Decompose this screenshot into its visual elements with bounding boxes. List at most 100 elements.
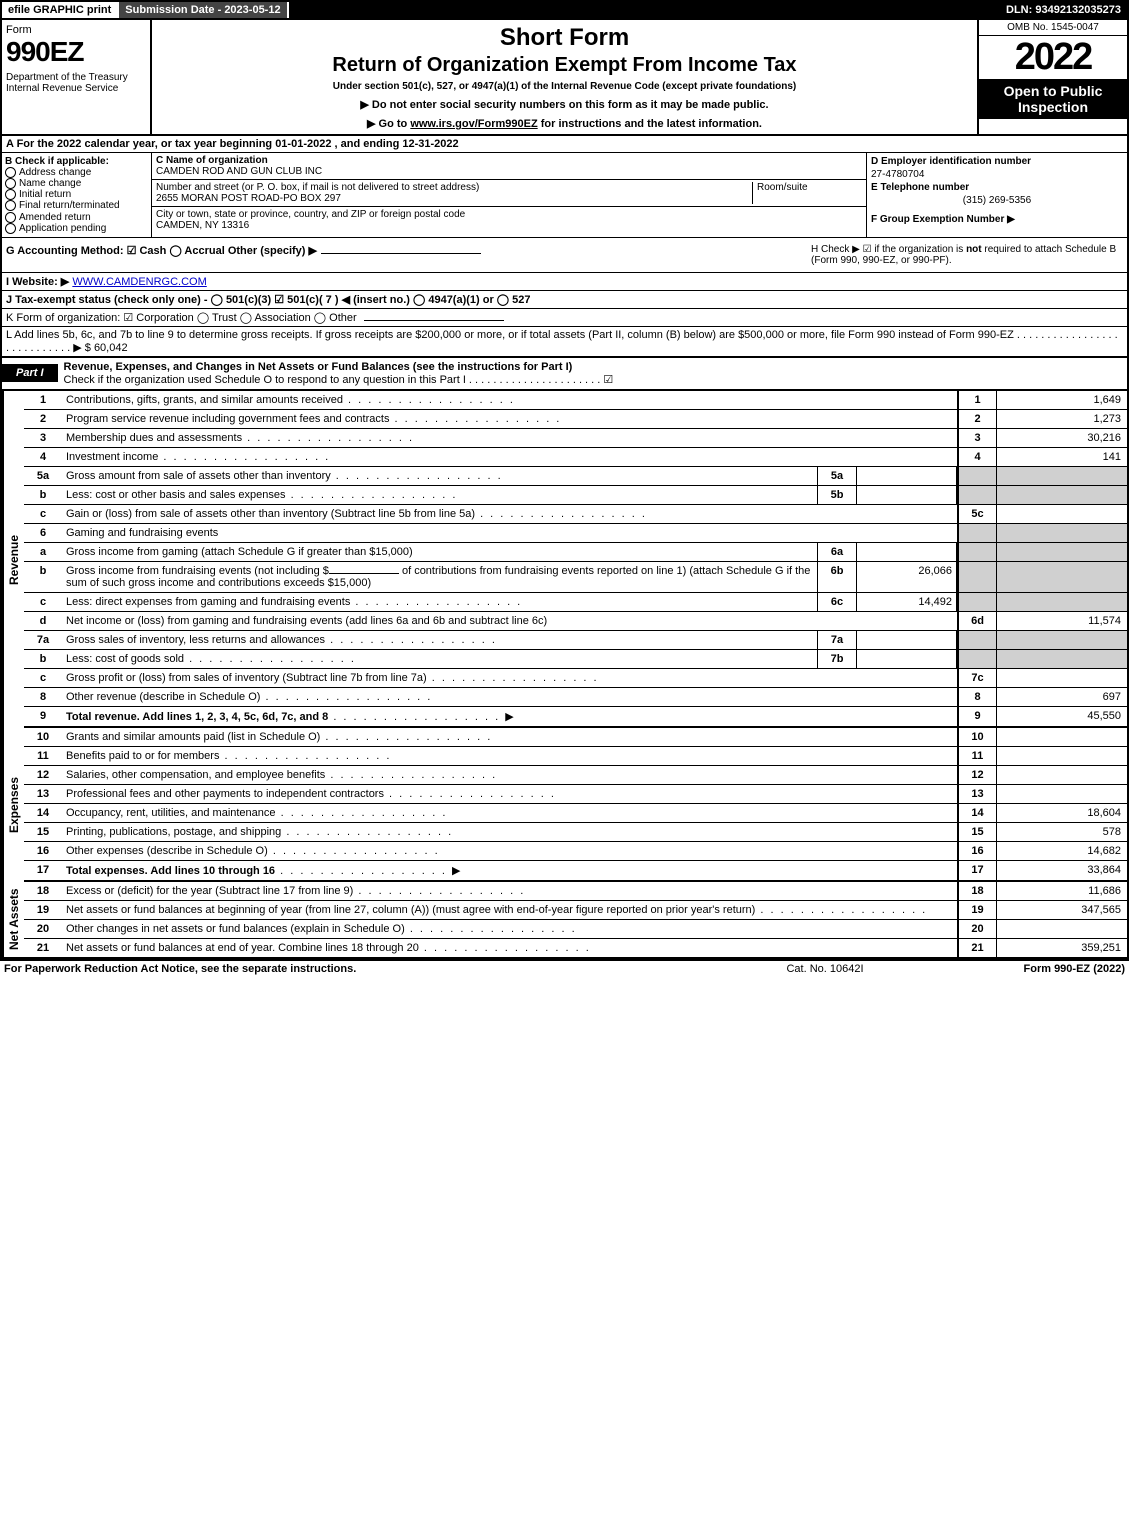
row-h: H Check ▶ ☑ if the organization is not r… <box>807 238 1127 272</box>
part-i-header: Part I Revenue, Expenses, and Changes in… <box>2 356 1127 391</box>
line-8: 8Other revenue (describe in Schedule O) … <box>24 688 1127 707</box>
room-label: Room/suite <box>752 182 862 204</box>
line-5a-sv <box>857 467 957 485</box>
omb-number: OMB No. 1545-0047 <box>979 20 1127 36</box>
footer-left: For Paperwork Reduction Act Notice, see … <box>4 963 725 975</box>
line-9: 9Total revenue. Add lines 1, 2, 3, 4, 5c… <box>24 707 1127 728</box>
line-6d-amt: 11,574 <box>997 612 1127 630</box>
ein-value: 27-4780704 <box>871 168 1123 181</box>
line-6c-shade <box>957 593 997 611</box>
submission-date: Submission Date - 2023-05-12 <box>119 2 288 18</box>
city-block: City or town, state or province, country… <box>152 207 866 233</box>
line-2: 2 Program service revenue including gover… <box>24 410 1127 429</box>
line-7b-sn: 7b <box>817 650 857 668</box>
line-6-desc: Gaming and fundraising events <box>62 524 957 542</box>
line-7a-sn: 7a <box>817 631 857 649</box>
line-19-amt: 347,565 <box>997 901 1127 919</box>
line-19: 19Net assets or fund balances at beginni… <box>24 901 1127 920</box>
efile-label[interactable]: efile GRAPHIC print <box>2 2 119 18</box>
line-7b-sv <box>857 650 957 668</box>
chk-final[interactable]: Final return/terminated <box>5 200 148 211</box>
line-17: 17Total expenses. Add lines 10 through 1… <box>24 861 1127 882</box>
line-7b-desc: Less: cost of goods sold <box>66 653 184 665</box>
line-18-amt: 11,686 <box>997 882 1127 900</box>
irs-link[interactable]: www.irs.gov/Form990EZ <box>410 118 537 130</box>
line-7a: 7aGross sales of inventory, less returns… <box>24 631 1127 650</box>
line-8-desc: Other revenue (describe in Schedule O) <box>66 691 260 703</box>
line-15: 15Printing, publications, postage, and s… <box>24 823 1127 842</box>
chk-pending[interactable]: Application pending <box>5 223 148 234</box>
line-2-no: 2 <box>957 410 997 428</box>
line-1-desc: Contributions, gifts, grants, and simila… <box>66 394 343 406</box>
line-7a-shade <box>957 631 997 649</box>
line-11: 11Benefits paid to or for members 11 <box>24 747 1127 766</box>
line-21-desc: Net assets or fund balances at end of ye… <box>66 942 419 954</box>
c-name-label: C Name of organization <box>156 155 862 166</box>
line-5c-amt <box>997 505 1127 523</box>
line-13-no: 13 <box>957 785 997 803</box>
chk-amended[interactable]: Amended return <box>5 212 148 223</box>
line-21: 21Net assets or fund balances at end of … <box>24 939 1127 957</box>
open-public: Open to Public Inspection <box>979 79 1127 119</box>
row-l-amt: 60,042 <box>94 342 128 354</box>
line-6d-desc: Net income or (loss) from gaming and fun… <box>62 612 957 630</box>
form-header: Form 990EZ Department of the Treasury In… <box>2 20 1127 136</box>
line-19-no: 19 <box>957 901 997 919</box>
line-5a-desc: Gross amount from sale of assets other t… <box>66 470 331 482</box>
row-l: L Add lines 5b, 6c, and 7b to line 9 to … <box>2 327 1127 356</box>
line-4-no: 4 <box>957 448 997 466</box>
line-10-amt <box>997 728 1127 746</box>
part-i-tab: Part I <box>2 364 58 382</box>
line-16-no: 16 <box>957 842 997 860</box>
other-org-line[interactable] <box>364 320 504 321</box>
line-5b-shade <box>957 486 997 504</box>
line-11-no: 11 <box>957 747 997 765</box>
footer-r-post: (2022) <box>1090 963 1125 975</box>
line-14-desc: Occupancy, rent, utilities, and maintena… <box>66 807 276 819</box>
line-6c: cLess: direct expenses from gaming and f… <box>24 593 1127 612</box>
line-7c: cGross profit or (loss) from sales of in… <box>24 669 1127 688</box>
line-6a-amt-shade <box>997 543 1127 561</box>
line-5b-desc: Less: cost or other basis and sales expe… <box>66 489 286 501</box>
form-title: Return of Organization Exempt From Incom… <box>160 54 969 77</box>
line-2-amt: 1,273 <box>997 410 1127 428</box>
line-5c-desc: Gain or (loss) from sale of assets other… <box>66 508 475 520</box>
other-specify-line[interactable] <box>321 253 481 254</box>
group-exemption: F Group Exemption Number ▶ <box>871 213 1123 226</box>
line-18-desc: Excess or (deficit) for the year (Subtra… <box>66 885 353 897</box>
line-5a: 5aGross amount from sale of assets other… <box>24 467 1127 486</box>
line-3-desc: Membership dues and assessments <box>66 432 242 444</box>
header-left: Form 990EZ Department of the Treasury In… <box>2 20 152 134</box>
ssn-note: ▶ Do not enter social security numbers o… <box>160 98 969 111</box>
chk-address[interactable]: Address change <box>5 167 148 178</box>
chk-initial[interactable]: Initial return <box>5 189 148 200</box>
row-j: J Tax-exempt status (check only one) - ◯… <box>2 291 1127 309</box>
chk-name[interactable]: Name change <box>5 178 148 189</box>
line-1-no: 1 <box>957 391 997 409</box>
netassets-vlabel: Net Assets <box>2 882 24 957</box>
line-6b-blank[interactable] <box>329 573 399 574</box>
short-form-title: Short Form <box>160 24 969 52</box>
line-16-desc: Other expenses (describe in Schedule O) <box>66 845 268 857</box>
header-right: OMB No. 1545-0047 2022 Open to Public In… <box>977 20 1127 134</box>
line-16: 16 Other expenses (describe in Schedule O… <box>24 842 1127 861</box>
line-8-no: 8 <box>957 688 997 706</box>
line-16-amt: 14,682 <box>997 842 1127 860</box>
line-15-amt: 578 <box>997 823 1127 841</box>
line-18-no: 18 <box>957 882 997 900</box>
line-13-desc: Professional fees and other payments to … <box>66 788 384 800</box>
line-6c-desc: Less: direct expenses from gaming and fu… <box>66 596 350 608</box>
revenue-vlabel: Revenue <box>2 391 24 728</box>
line-17-no: 17 <box>957 861 997 880</box>
line-8-amt: 697 <box>997 688 1127 706</box>
line-6c-sn: 6c <box>817 593 857 611</box>
line-14-amt: 18,604 <box>997 804 1127 822</box>
line-2-desc: Program service revenue including govern… <box>66 413 389 425</box>
row-gh: G Accounting Method: ☑ Cash ◯ Accrual Ot… <box>2 238 1127 273</box>
line-20: 20Other changes in net assets or fund ba… <box>24 920 1127 939</box>
line-18: 18 Excess or (deficit) for the year (Subt… <box>24 882 1127 901</box>
revenue-section: Revenue 1 Contributions, gifts, grants, a… <box>2 391 1127 728</box>
website-link[interactable]: WWW.CAMDENRGC.COM <box>72 276 206 288</box>
line-6a-sv <box>857 543 957 561</box>
row-i: I Website: ▶ WWW.CAMDENRGC.COM <box>2 273 1127 291</box>
